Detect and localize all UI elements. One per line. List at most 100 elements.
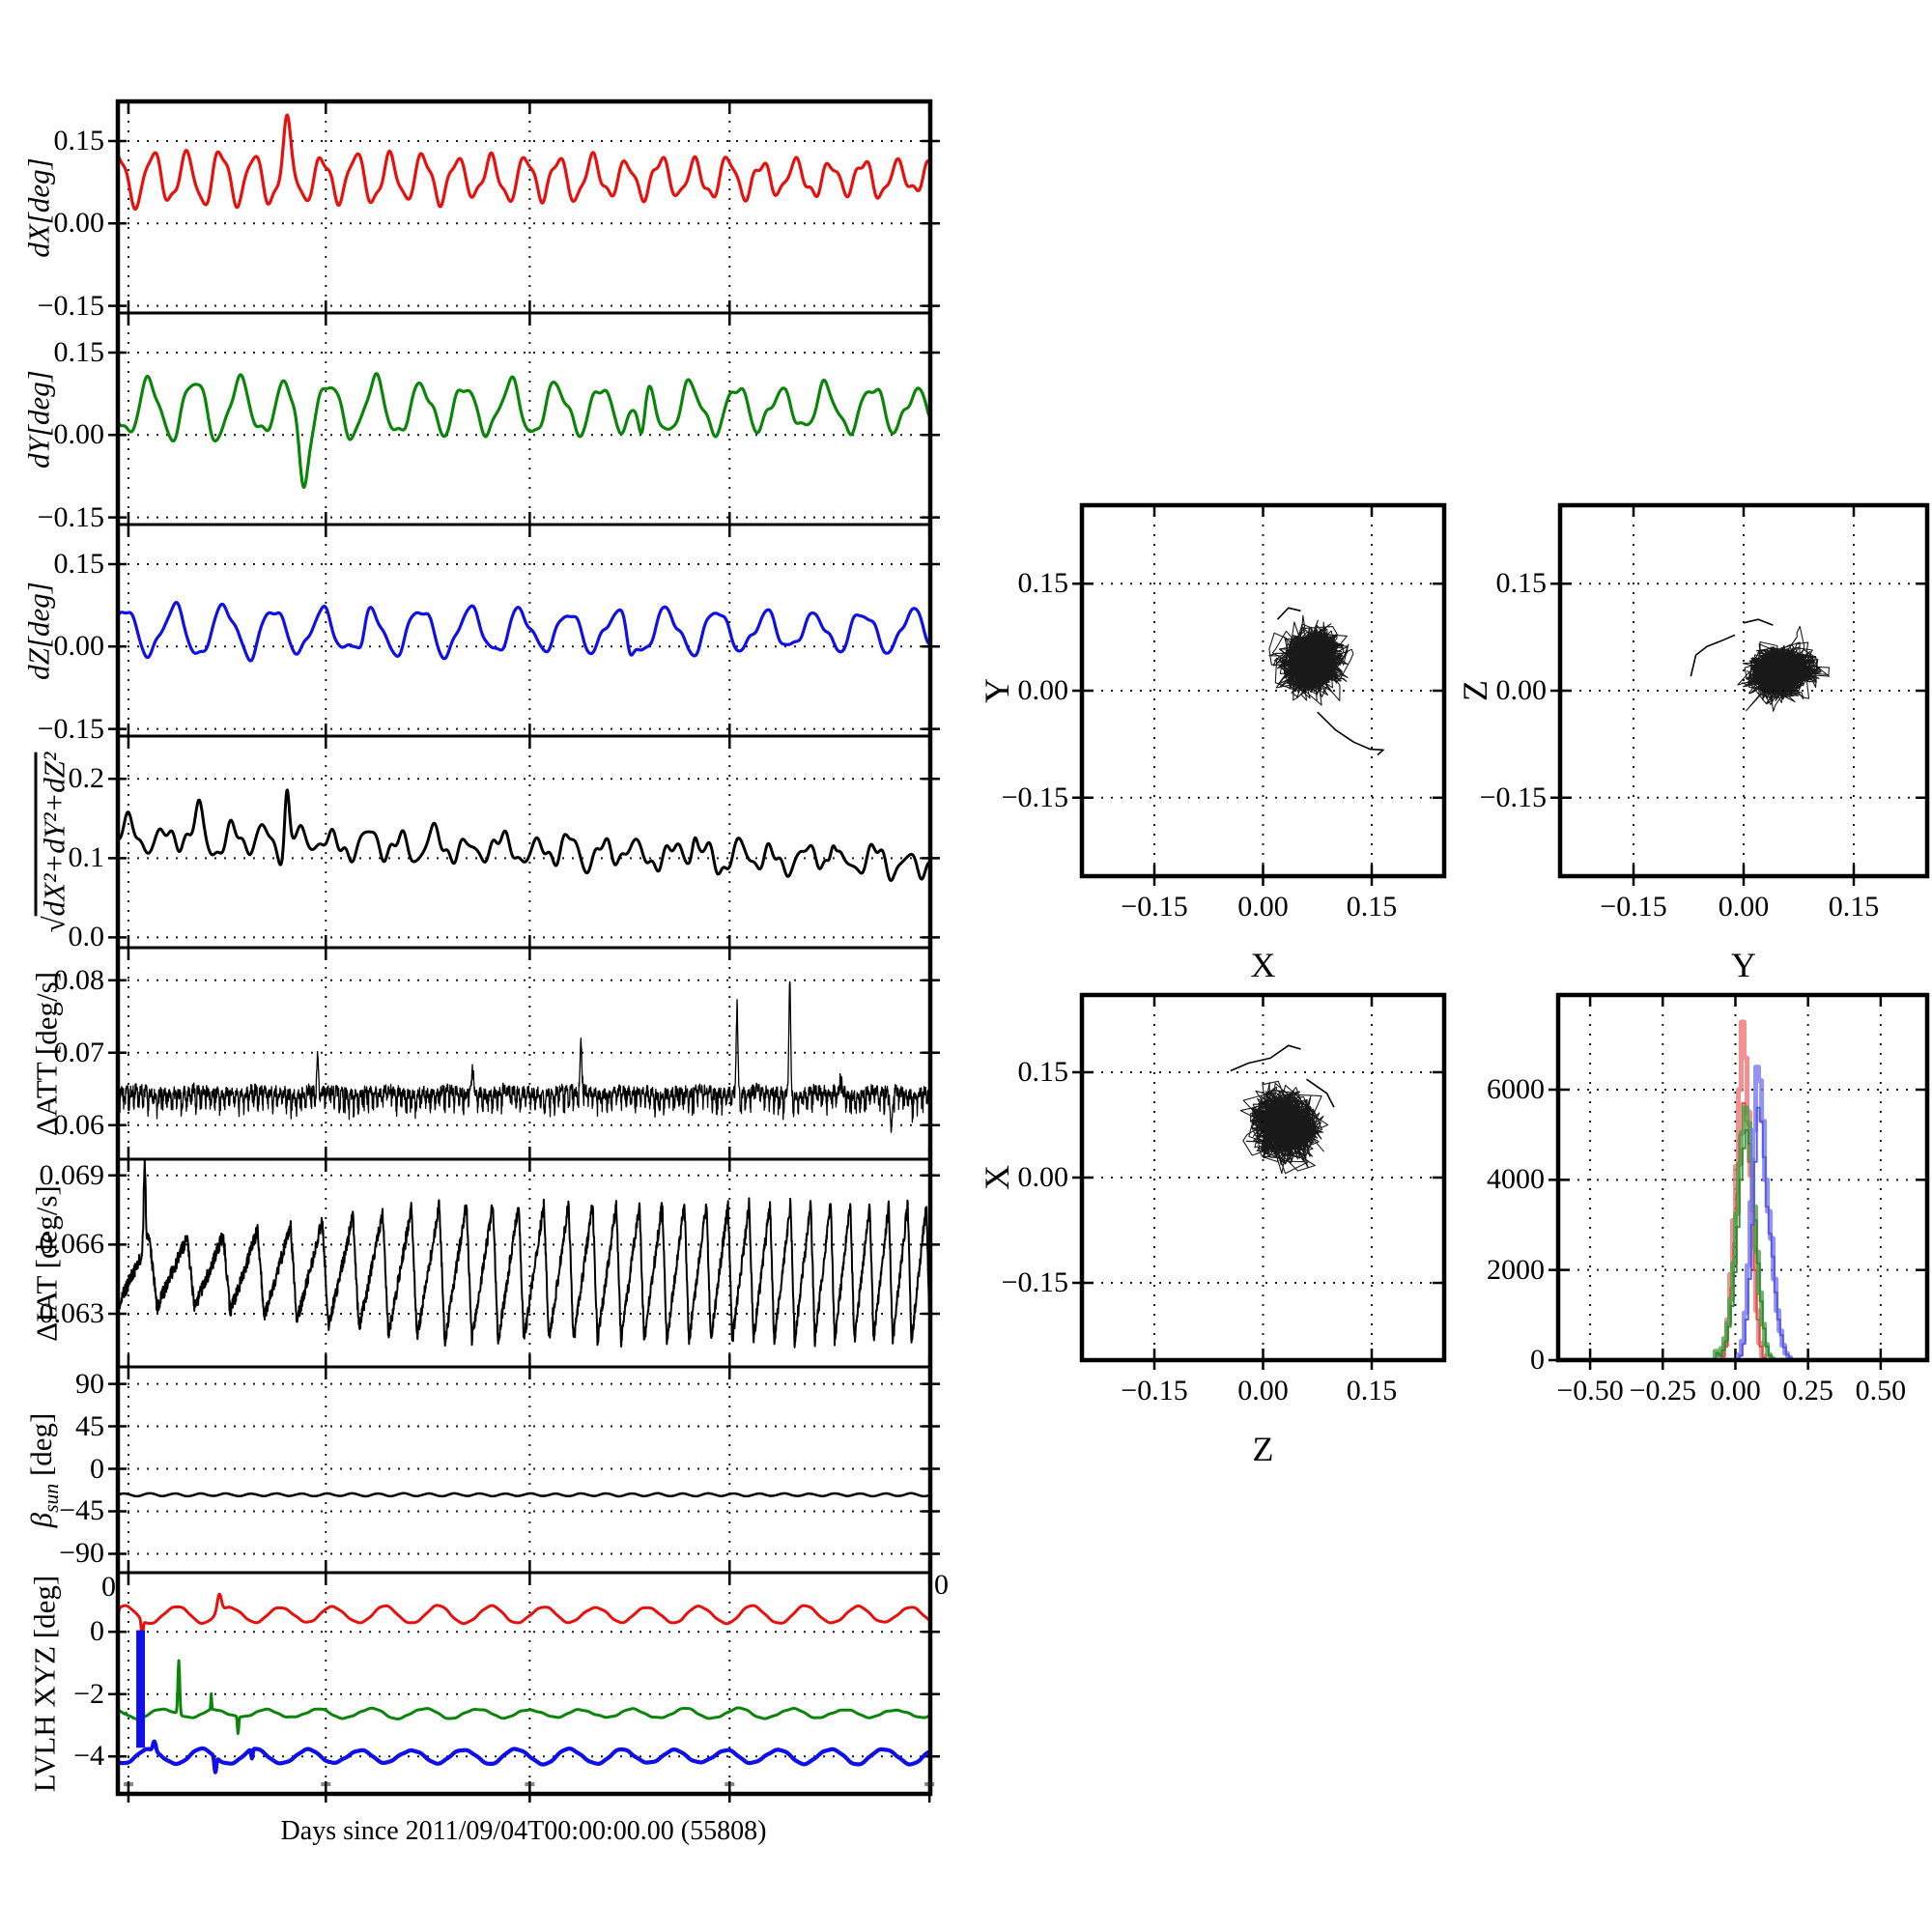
dATT-y-tick-label: 0.06 [53, 1108, 105, 1141]
X-vs-Z-trajectory-cloud [1239, 1080, 1329, 1175]
beta_sun-y-tick-label: 0 [90, 1452, 104, 1485]
dATT-series-line [118, 980, 930, 1133]
dR-y-tick-label: 0.0 [68, 921, 105, 953]
LVLH-y-tick-label: −2 [73, 1677, 104, 1710]
dZ-plot-frame [116, 523, 932, 738]
dIAT-y-tick-label: 0.063 [39, 1297, 105, 1330]
X-vs-Z-y-tick-label: 0.00 [1017, 1161, 1069, 1193]
tiny-x-tick-label-mark [924, 1782, 935, 1786]
Y-vs-X-trajectory-tail [1317, 711, 1384, 756]
X-vs-Z-x-axis-title: Z [1252, 1430, 1274, 1468]
histogram-steps-Z-thick [1558, 1065, 1927, 1360]
dATT-y-tick-label: 0.07 [53, 1036, 105, 1068]
beta_sun-y-axis-title: βsun [deg] [24, 1412, 64, 1527]
dZ-series-line [118, 601, 930, 663]
dATT-series-group [118, 980, 930, 1133]
X-vs-Z-trajectory-tail [1230, 1044, 1301, 1072]
LVLH-y-tick-label: −4 [73, 1740, 104, 1773]
LVLH-series-line [118, 1659, 930, 1735]
histogram-y-tick-label: 2000 [1487, 1253, 1545, 1286]
left-column-outer-frame [115, 99, 933, 1797]
dY-y-tick-label: 0.00 [53, 418, 105, 451]
dX-plot-frame [116, 99, 932, 315]
beta_sun-series-group [118, 1492, 930, 1498]
histogram-plot-frame [1555, 992, 1930, 1363]
dY-panel [108, 311, 940, 526]
dZ-y-tick-label: 0.15 [53, 547, 105, 580]
histogram-y-tick-label: 6000 [1487, 1073, 1545, 1105]
Z-vs-Y-y-axis-title: Z [1456, 680, 1494, 701]
histogram-x-tick-label: −0.50 [1556, 1375, 1624, 1406]
LVLH-y-axis-title: LVLH XYZ [deg] [27, 1575, 62, 1792]
dIAT-y-axis-title: ΔIAT [deg/s] [29, 1184, 64, 1342]
X-vs-Z-y-axis-title: X [978, 1165, 1016, 1190]
dR-y-axis-title: √dX²+dY²+dZ² [37, 752, 71, 932]
dX-series-line [118, 113, 930, 212]
Y-vs-X-trajectory-cloud [1268, 614, 1354, 706]
Z-vs-Y-y-tick-label: 0.15 [1495, 567, 1548, 600]
dR-y-tick-label: 0.2 [68, 762, 105, 795]
LVLH-series-group [118, 1592, 930, 1775]
dX-y-tick-label: 0.00 [53, 207, 105, 240]
dIAT-y-tick-label: 0.069 [39, 1158, 105, 1191]
Z-vs-Y-x-tick-label: −0.15 [1600, 891, 1667, 923]
stray-zero-label: 0 [934, 1569, 949, 1601]
X-vs-Z-cloud-group [1230, 1044, 1335, 1175]
dATT-y-axis-title: ΔATT [deg/s] [29, 971, 64, 1136]
histogram-steps-Z-thin [1558, 1106, 1927, 1360]
dIAT-series-line [118, 1159, 930, 1349]
dZ-y-tick-label: −0.15 [37, 712, 104, 745]
dIAT-panel [108, 1157, 940, 1369]
Z-vs-Y-x-tick-label: 0.15 [1828, 891, 1880, 923]
beta_sun-y-tick-label: −45 [59, 1494, 104, 1527]
dX-y-tick-label: 0.15 [53, 124, 105, 156]
Z-vs-Y-plot-frame [1557, 502, 1930, 879]
beta_sun-y-tick-label: 45 [75, 1409, 104, 1442]
X-vs-Z-x-tick-label: −0.15 [1121, 1375, 1188, 1406]
tiny-x-tick-label-mark [525, 1782, 535, 1786]
dY-series-line [118, 372, 930, 489]
X-vs-Z-y-tick-label: −0.15 [1001, 1266, 1068, 1299]
LVLH-series-line [118, 1592, 930, 1638]
LVLH-y-tick-label: 0 [90, 1615, 104, 1648]
dZ-panel [108, 523, 940, 738]
stray-zero-label: 0 [101, 1571, 116, 1603]
X-vs-Z-trajectory-tail [1306, 1078, 1335, 1108]
dZ-y-axis-title: dZ[deg] [21, 581, 56, 680]
dR-plot-frame [116, 734, 932, 950]
tiny-x-tick-label-mark [724, 1782, 735, 1786]
Y-vs-X-y-tick-label: −0.15 [1001, 781, 1068, 813]
beta_sun-series-line [118, 1492, 930, 1498]
dATT-y-tick-label: 0.08 [53, 963, 105, 996]
dY-series-group [118, 372, 930, 489]
histogram-steps-X-thick [1558, 1019, 1927, 1360]
tiny-x-tick-label-mark [321, 1782, 331, 1786]
Z-vs-Y-trajectory-tail [1690, 634, 1736, 677]
tiny-x-tick-label-mark [123, 1782, 133, 1786]
dR-series-group [118, 788, 930, 882]
Y-vs-X-plot-frame [1079, 502, 1447, 879]
histogram-steps-X-thin [1558, 1102, 1927, 1360]
X-vs-Z-y-tick-label: 0.15 [1017, 1055, 1069, 1088]
histogram-y-tick-label: 4000 [1487, 1163, 1545, 1196]
Z-vs-Y-x-axis-title: Y [1731, 946, 1756, 984]
X-vs-Z-plot-frame [1079, 992, 1447, 1363]
dZ-series-group [118, 601, 930, 663]
Z-vs-Y-y-tick-label: 0.00 [1495, 674, 1548, 706]
dATT-panel [108, 946, 940, 1161]
dY-y-tick-label: −0.15 [37, 500, 104, 533]
dZ-y-tick-label: 0.00 [53, 630, 105, 663]
dR-series-line [118, 788, 930, 882]
X-vs-Z-x-tick-label: 0.15 [1346, 1375, 1398, 1406]
Y-vs-X-x-tick-label: 0.15 [1346, 891, 1398, 923]
dR-panel [108, 734, 940, 950]
beta_sun-y-tick-label: −90 [59, 1537, 104, 1570]
Z-vs-Y-cloud-group [1690, 618, 1831, 712]
dX-y-axis-title: dX[deg] [21, 156, 56, 258]
Y-vs-X-cloud-group [1268, 607, 1384, 756]
histogram-x-tick-label: 0.00 [1710, 1375, 1761, 1406]
histogram-series-group [1558, 1019, 1927, 1360]
dX-series-group [118, 113, 930, 212]
